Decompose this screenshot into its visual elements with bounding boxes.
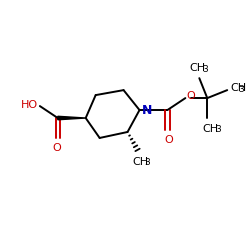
Text: CH: CH [230,83,246,93]
Text: 3: 3 [215,125,221,134]
Polygon shape [58,116,86,120]
Text: O: O [164,135,173,145]
Text: O: O [52,143,61,153]
Text: CH: CH [189,63,205,73]
Text: 3: 3 [202,65,208,74]
Text: CH: CH [202,124,218,134]
Text: HO: HO [21,100,38,110]
Text: CH: CH [132,157,148,167]
Text: N: N [142,104,152,117]
Text: 3: 3 [238,85,244,94]
Text: O: O [186,91,195,101]
Text: 3: 3 [144,158,150,167]
